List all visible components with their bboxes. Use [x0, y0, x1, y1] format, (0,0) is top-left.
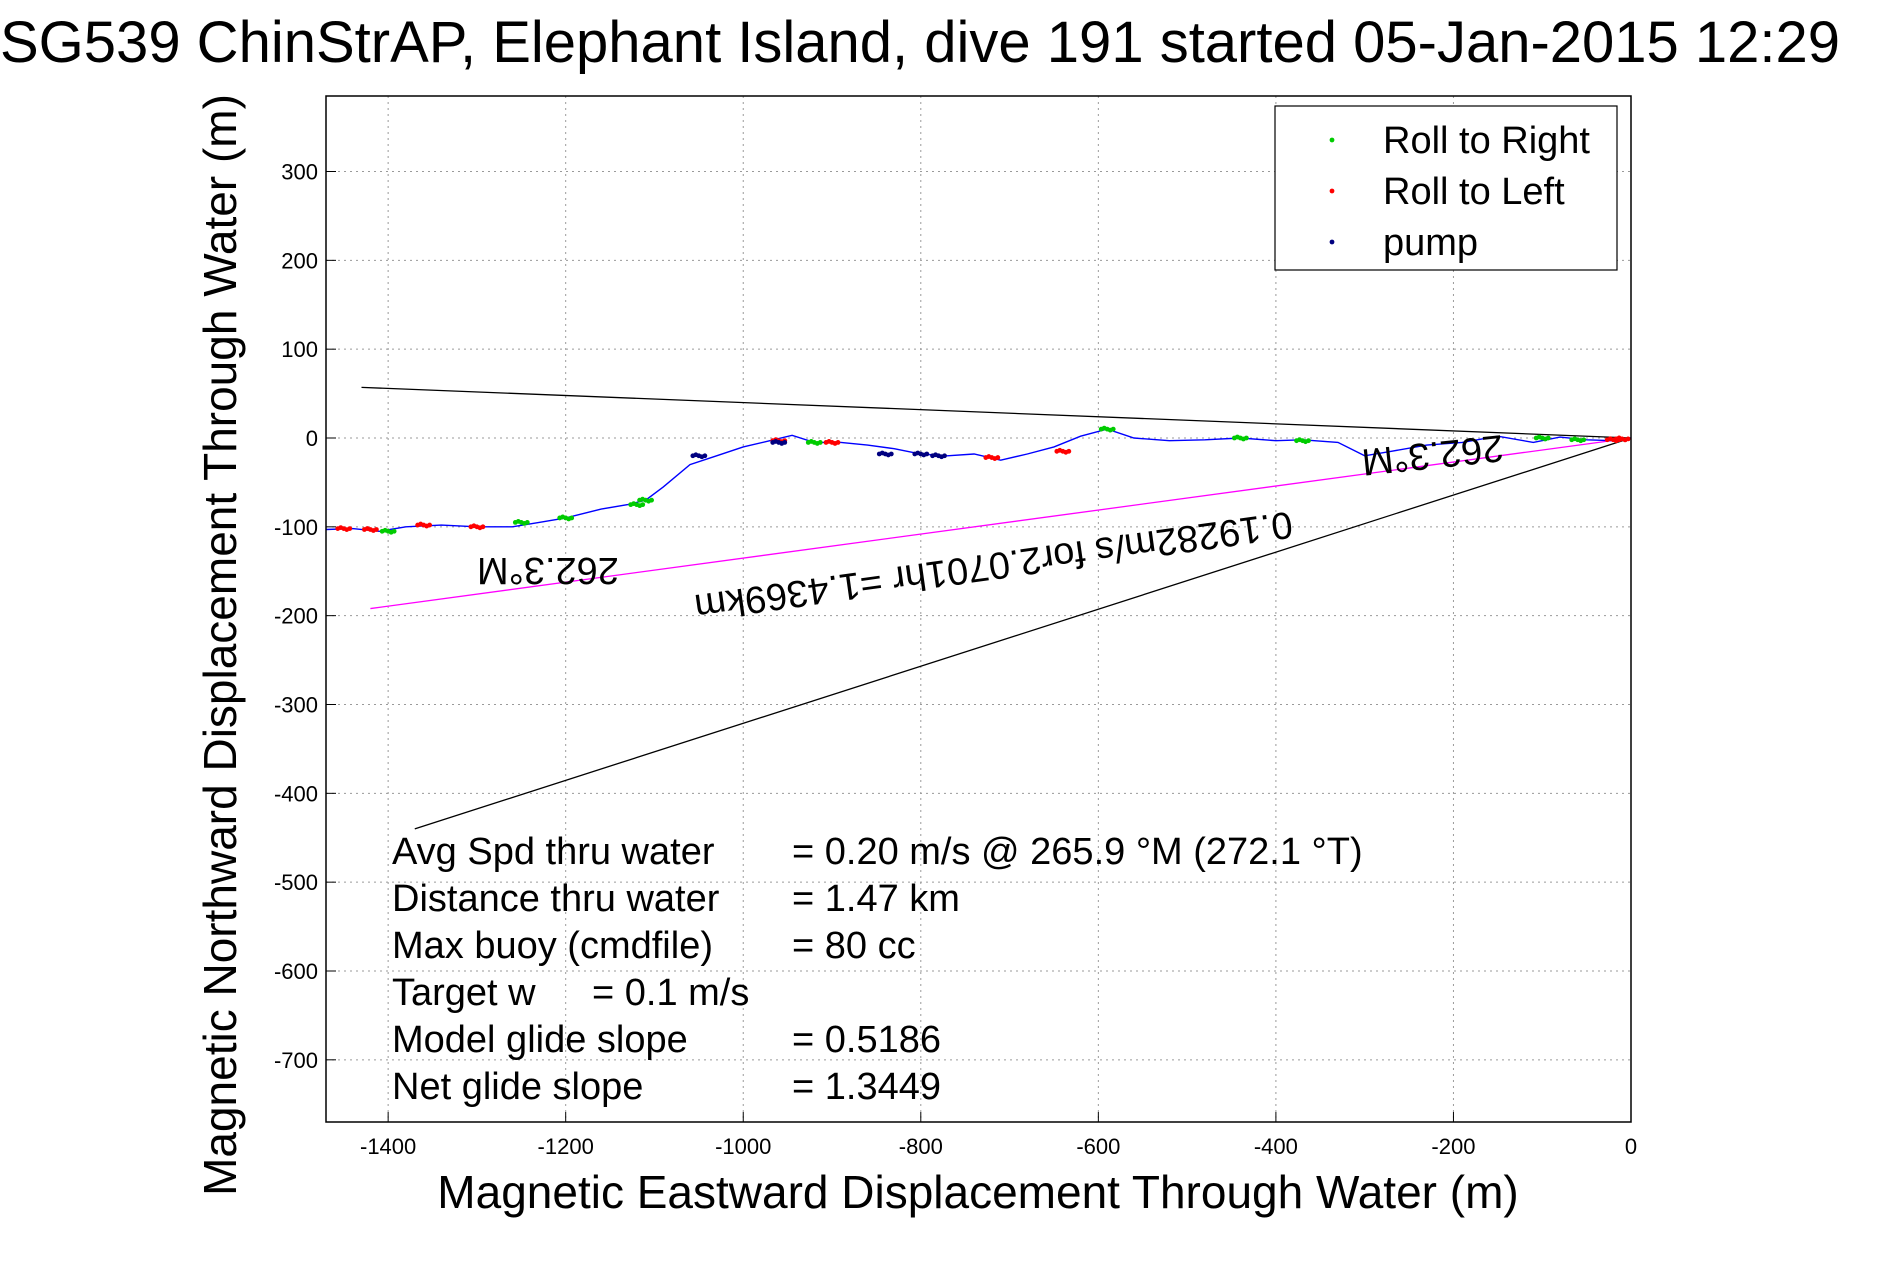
stat-value: = 1.47 km: [792, 878, 960, 920]
stat-value: = 0.20 m/s @ 265.9 °M (272.1 °T): [792, 831, 1363, 873]
x-tick-label: -1400: [360, 1134, 416, 1159]
y-tick-label: -500: [274, 870, 318, 895]
legend-swatch: [1329, 239, 1335, 245]
legend-label: pump: [1383, 222, 1478, 264]
x-ticks: -1400 -1200 -1000 -800 -600 -400 -200 0: [360, 1112, 1637, 1159]
y-tick-label: -700: [274, 1048, 318, 1073]
y-axis-label: Magnetic Northward Displacement Through …: [194, 94, 246, 1196]
roll-right-marker: [569, 515, 575, 521]
roll-right-marker: [1545, 435, 1551, 441]
legend-label: Roll to Right: [1383, 120, 1590, 162]
roll-right-marker: [1306, 438, 1311, 444]
markers: [335, 425, 1631, 535]
x-tick-label: -600: [1076, 1134, 1120, 1159]
pump-marker: [888, 451, 894, 457]
roll-left-marker: [1616, 437, 1622, 443]
plot-frame: [325, 95, 1632, 1123]
annotation-label: 262.3°M: [477, 549, 619, 591]
heading-lines: [361, 386, 1632, 830]
x-tick-label: -1200: [538, 1134, 594, 1159]
roll-left-marker: [427, 522, 433, 528]
roll-left-marker: [480, 524, 486, 530]
stat-label: Max buoy (cmdfile): [392, 925, 713, 967]
roll-left-marker: [1625, 436, 1631, 442]
y-tick-label: 300: [281, 160, 318, 185]
y-tick-label: -600: [274, 959, 318, 984]
track-line: [325, 428, 1632, 533]
stats-box: Avg Spd thru water = 0.20 m/s @ 265.9 °M …: [392, 831, 1363, 1108]
legend-label: Roll to Left: [1383, 171, 1565, 213]
x-tick-label: -800: [899, 1134, 943, 1159]
x-tick-label: -1000: [715, 1134, 771, 1159]
stat-label: Distance thru water: [392, 878, 720, 920]
track-layer: [325, 428, 1632, 533]
annotation-label: 262.3°M: [1360, 426, 1506, 483]
pump-marker: [942, 453, 947, 459]
pump-marker: [702, 453, 708, 459]
pump-marker: [782, 440, 788, 445]
heading-line: [414, 437, 1632, 830]
x-tick-label: -400: [1254, 1134, 1298, 1159]
y-tick-label: 0: [306, 426, 318, 451]
legend: Roll to Right Roll to Left pump: [1274, 105, 1618, 271]
x-axis-label: Magnetic Eastward Displacement Through W…: [437, 1166, 1518, 1218]
roll-right-marker: [640, 502, 646, 508]
x-tick-label: -200: [1431, 1134, 1475, 1159]
stat-label: Target w: [392, 972, 536, 1014]
roll-left-marker: [347, 526, 353, 532]
stat-value: = 1.3449: [792, 1066, 941, 1108]
y-tick-label: -300: [274, 692, 318, 717]
pump-marker: [924, 451, 930, 457]
roll-right-marker: [391, 528, 397, 534]
chart-title: SG539 ChinStrAP, Elephant Island, dive 1…: [0, 10, 1840, 75]
roll-left-marker: [835, 440, 841, 445]
y-tick-label: 200: [281, 248, 318, 273]
roll-left-marker: [373, 527, 379, 532]
annotation-label: 0.19282m/s for2.0701hr =1.4369km: [692, 503, 1295, 629]
roll-right-marker: [649, 497, 654, 503]
legend-swatch: [1329, 188, 1335, 194]
roll-right-marker: [1581, 437, 1587, 443]
roll-right-marker: [1110, 426, 1116, 432]
y-ticks: 300 200 100 0 -100 -200 -300 -400 -500 -600 -700: [274, 160, 336, 1073]
roll-left-marker: [1066, 448, 1072, 454]
x-tick-label: 0: [1625, 1134, 1637, 1159]
y-tick-label: -400: [274, 781, 318, 806]
stat-label: Net glide slope: [392, 1066, 643, 1108]
y-tick-label: -200: [274, 604, 318, 629]
roll-right-marker: [817, 440, 823, 445]
heading-line: [361, 386, 1632, 439]
legend-swatch: [1329, 137, 1335, 143]
stat-label: Avg Spd thru water: [392, 831, 715, 873]
stat-value: = 0.1 m/s: [592, 972, 749, 1014]
roll-right-marker: [1243, 435, 1249, 441]
stat-label: Model glide slope: [392, 1019, 688, 1061]
roll-left-marker: [995, 455, 1001, 460]
heading-line: [370, 437, 1632, 610]
stat-value: = 80 cc: [792, 925, 916, 967]
roll-right-marker: [524, 519, 530, 525]
y-tick-label: -100: [274, 515, 318, 540]
stat-value: = 0.5186: [792, 1019, 941, 1061]
y-tick-label: 100: [281, 337, 318, 362]
